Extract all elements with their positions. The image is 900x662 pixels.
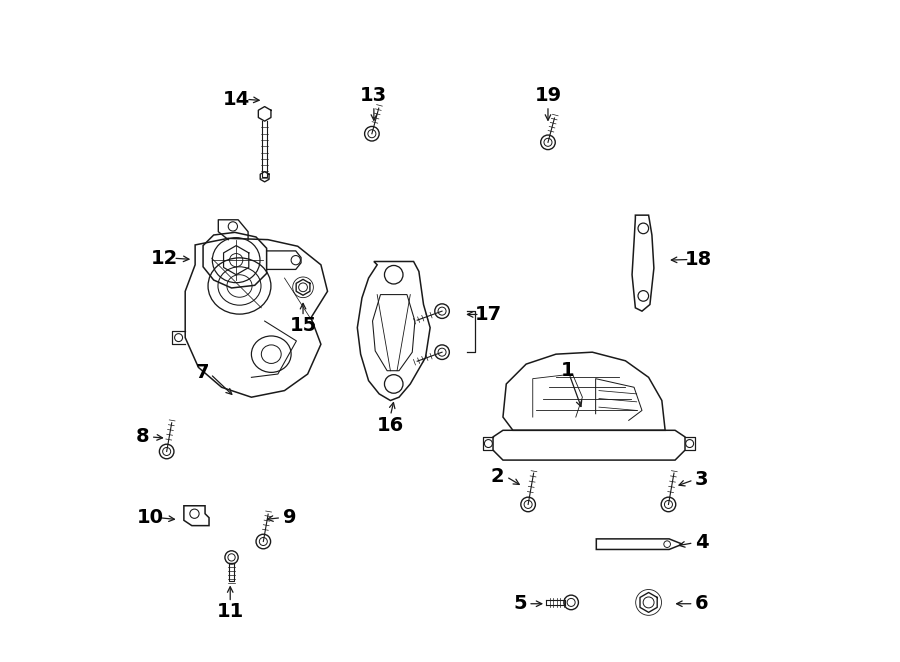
Text: 17: 17 (475, 305, 502, 324)
Text: 15: 15 (290, 316, 317, 335)
Text: 8: 8 (136, 428, 149, 446)
Text: 7: 7 (195, 363, 209, 382)
Text: 16: 16 (377, 416, 404, 434)
Text: 18: 18 (685, 250, 713, 269)
Text: 2: 2 (491, 467, 505, 486)
Text: 5: 5 (513, 594, 527, 613)
Text: 12: 12 (150, 249, 177, 267)
Text: 1: 1 (561, 361, 574, 380)
Text: 13: 13 (360, 86, 387, 105)
Text: 19: 19 (535, 86, 562, 105)
Text: 6: 6 (695, 594, 708, 613)
Text: 3: 3 (695, 471, 708, 489)
Text: 10: 10 (137, 508, 164, 527)
Text: 14: 14 (223, 90, 250, 109)
Text: 9: 9 (283, 508, 296, 527)
Text: 4: 4 (695, 534, 708, 552)
Text: 11: 11 (217, 602, 244, 621)
